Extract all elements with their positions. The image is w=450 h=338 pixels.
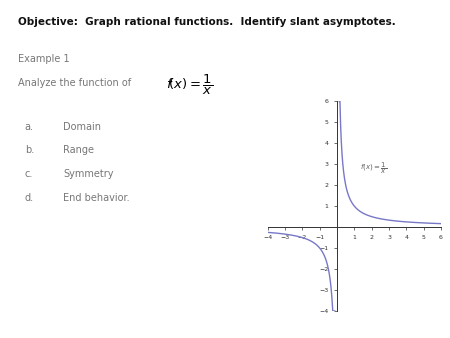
Text: $f(x)=\dfrac{1}{x}$: $f(x)=\dfrac{1}{x}$: [360, 161, 387, 176]
Text: c.: c.: [25, 169, 33, 179]
Text: End behavior.: End behavior.: [63, 193, 130, 203]
Text: d.: d.: [25, 193, 34, 203]
Text: Domain: Domain: [63, 122, 101, 132]
Text: Analyze the function of: Analyze the function of: [18, 78, 131, 88]
Text: Symmetry: Symmetry: [63, 169, 113, 179]
Text: Example 1: Example 1: [18, 54, 70, 64]
Text: Range: Range: [63, 145, 94, 155]
Text: b.: b.: [25, 145, 34, 155]
Text: a.: a.: [25, 122, 34, 132]
Text: $f\!\left(x\right)=\dfrac{1}{x}$: $f\!\left(x\right)=\dfrac{1}{x}$: [166, 73, 214, 97]
Text: Objective:  Graph rational functions.  Identify slant asymptotes.: Objective: Graph rational functions. Ide…: [18, 17, 396, 27]
